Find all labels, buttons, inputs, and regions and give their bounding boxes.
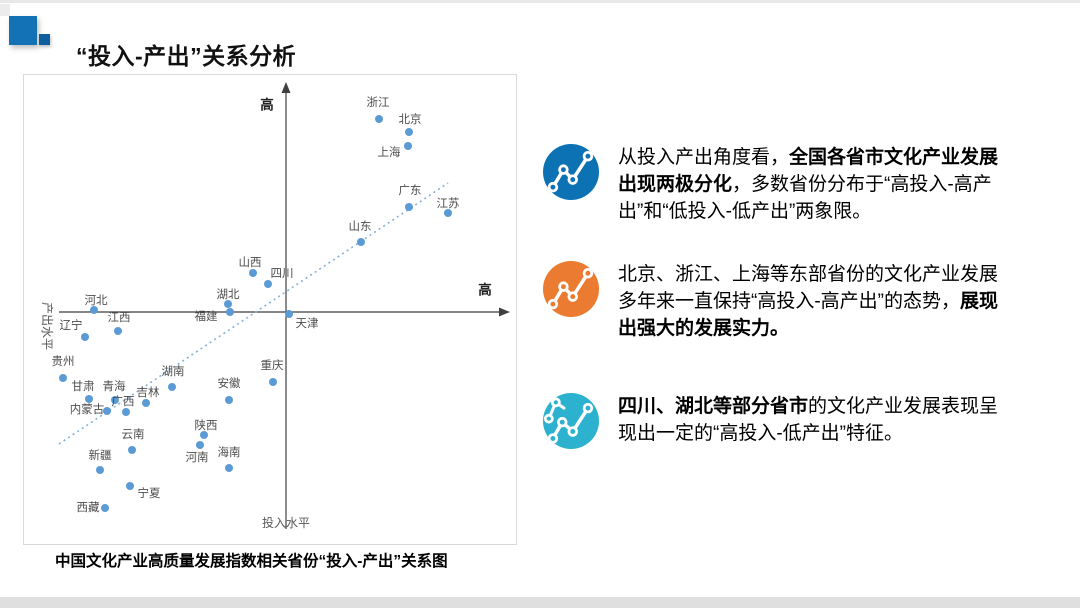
title-deco-big-square <box>9 16 37 45</box>
scatter-point-西藏 <box>101 504 109 512</box>
text-segment: 展现出强大的发展实力。 <box>618 291 998 339</box>
text-segment: ，多数省份分布于“高投入-高产出”和“低投入-低产出”两象限。 <box>618 174 992 222</box>
bullet-item-2: 北京、浙江、上海等东部省份的文化产业发展多年来一直保持“高投入-高产出”的态势，… <box>543 261 1023 342</box>
scatter-point-江苏 <box>444 209 452 217</box>
scatter-point-山西 <box>249 269 257 277</box>
y-axis-high-label: 高 <box>260 97 274 113</box>
scatter-point-北京 <box>405 128 413 136</box>
text-segment: 全国各省市文化产业发展出现两极分化 <box>618 147 999 195</box>
bullet-text: 从投入产出角度看，全国各省市文化产业发展出现两极分化，多数省份分布于“高投入-高… <box>618 144 1016 225</box>
scatter-point-浙江 <box>375 115 383 123</box>
scatter-point-上海 <box>404 142 412 150</box>
scatter-label-山西: 山西 <box>239 256 262 269</box>
scatter-label-吉林: 吉林 <box>137 385 160 399</box>
scatter-label-河南: 河南 <box>186 450 209 464</box>
scatter-point-宁夏 <box>126 482 134 490</box>
scatter-point-重庆 <box>269 378 277 386</box>
scatter-chart-panel: 高高投入水平 产出水平 浙江 北京 上海 广东 江苏 山东 山西 四川 湖北 福建 天津 河北 江西 辽宁 贵州… <box>23 74 517 545</box>
scatter-point-安徽 <box>225 396 233 404</box>
title-deco-small-square <box>39 34 50 45</box>
scatter-label-四川: 四川 <box>271 267 294 280</box>
bullet-text: 四川、湖北等部分省市的文化产业发展表现呈现出一定的“高投入-低产出”特征。 <box>618 393 1016 447</box>
slide-bottom-edge <box>0 597 1080 608</box>
page-title: “投入-产出”关系分析 <box>76 43 297 70</box>
title-deco-gray-square <box>0 4 10 16</box>
scatter-point-甘肃 <box>85 395 93 403</box>
scatter-label-云南: 云南 <box>122 427 145 441</box>
scatter-label-陕西: 陕西 <box>195 418 218 432</box>
chart-caption: 中国文化产业高质量发展指数相关省份“投入-产出”关系图 <box>55 553 448 570</box>
scatter-point-湖北 <box>224 300 232 308</box>
scatter-label-安徽: 安徽 <box>218 376 241 390</box>
scatter-label-福建: 福建 <box>195 309 218 323</box>
scatter-label-贵州: 贵州 <box>52 355 75 368</box>
scatter-point-福建 <box>226 308 234 316</box>
scatter-point-辽宁 <box>81 333 89 341</box>
scatter-point-云南 <box>128 446 136 454</box>
scatter-label-内蒙古: 内蒙古 <box>70 402 105 416</box>
bullet-item-3: 四川、湖北等部分省市的文化产业发展表现呈现出一定的“高投入-低产出”特征。 <box>543 393 1023 449</box>
scatter-point-山东 <box>357 238 365 246</box>
line-chart-icon <box>543 144 599 200</box>
scatter-label-广东: 广东 <box>399 184 422 197</box>
trend-line <box>58 182 449 445</box>
scatter-label-重庆: 重庆 <box>261 358 284 372</box>
scatter-label-北京: 北京 <box>399 112 422 126</box>
scatter-label-海南: 海南 <box>218 445 241 459</box>
text-segment: 北京、浙江、上海等东部省份的文化产业发展多年来一直保持“高投入-高产出”的态势， <box>618 264 999 312</box>
scatter-point-陕西 <box>200 431 208 439</box>
y-axis-arrow <box>281 82 291 93</box>
scatter-point-广西 <box>122 408 130 416</box>
bullet-item-1: 从投入产出角度看，全国各省市文化产业发展出现两极分化，多数省份分布于“高投入-高… <box>543 144 1023 225</box>
scatter-label-湖北: 湖北 <box>217 287 240 301</box>
scatter-point-天津 <box>285 310 293 318</box>
scatter-label-河北: 河北 <box>85 294 108 307</box>
scatter-point-广东 <box>405 203 413 211</box>
line-chart-icon <box>543 261 599 317</box>
x-axis-title: 投入水平 <box>262 515 310 530</box>
slide-top-edge <box>0 0 1080 3</box>
scatter-point-贵州 <box>59 374 67 382</box>
scatter-label-天津: 天津 <box>296 317 319 330</box>
scatter-point-河南 <box>196 441 204 449</box>
text-segment: 的文化产业发展表现呈现出一定的“高投入-低产出”特征。 <box>618 396 999 444</box>
scatter-label-浙江: 浙江 <box>367 96 390 109</box>
scatter-point-海南 <box>225 464 233 472</box>
bullet-text: 北京、浙江、上海等东部省份的文化产业发展多年来一直保持“高投入-高产出”的态势，… <box>618 261 1016 342</box>
scatter-point-内蒙古 <box>103 407 111 415</box>
scatter-label-宁夏: 宁夏 <box>138 486 161 500</box>
scatter-label-新疆: 新疆 <box>89 448 112 462</box>
x-axis-arrow <box>499 307 510 317</box>
scatter-point-新疆 <box>96 466 104 474</box>
x-axis-high-label: 高 <box>478 282 492 298</box>
scatter-label-辽宁: 辽宁 <box>60 318 83 332</box>
scatter-label-青海: 青海 <box>103 379 126 393</box>
scatter-label-江西: 江西 <box>108 311 131 324</box>
scatter-label-上海: 上海 <box>378 145 401 159</box>
scatter-point-河北 <box>90 306 98 314</box>
line-chart-icon <box>543 393 599 449</box>
scatter-chart: 高高投入水平产出水平浙江北京上海广东江苏山东山西四川湖北福建天津河北江西辽宁贵州… <box>40 82 510 530</box>
scatter-point-青海 <box>111 396 119 404</box>
scatter-point-湖南 <box>168 383 176 391</box>
scatter-label-西藏: 西藏 <box>77 501 100 514</box>
y-axis-title: 产出水平 <box>40 302 54 350</box>
scatter-label-湖南: 湖南 <box>162 364 185 378</box>
scatter-point-四川 <box>264 280 272 288</box>
scatter-label-广西: 广西 <box>112 395 135 408</box>
scatter-point-江西 <box>114 327 122 335</box>
scatter-label-江苏: 江苏 <box>437 197 460 210</box>
scatter-label-山东: 山东 <box>349 220 372 233</box>
text-segment: 从投入产出角度看， <box>618 147 790 168</box>
scatter-point-吉林 <box>142 399 150 407</box>
text-segment: 四川、湖北等部分省市 <box>618 396 809 417</box>
scatter-label-甘肃: 甘肃 <box>72 380 95 393</box>
